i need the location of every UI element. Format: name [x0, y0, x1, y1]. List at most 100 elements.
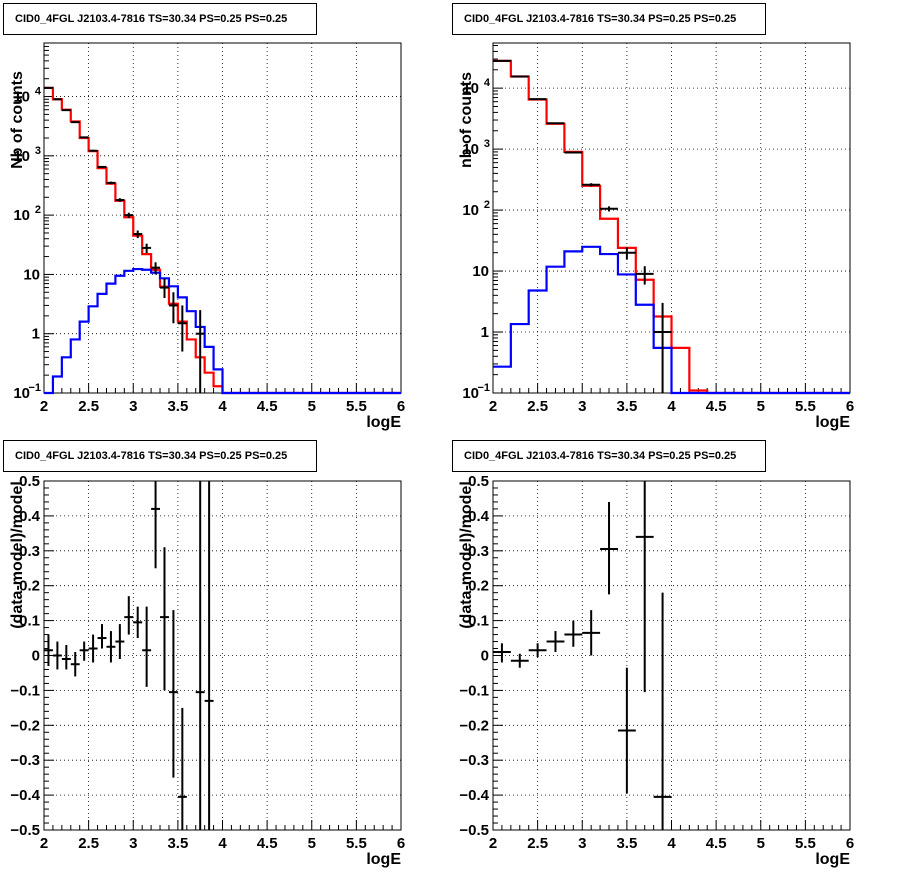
x-tick-label: 2.5 — [527, 835, 548, 852]
data-point — [160, 279, 169, 298]
y-axis-label: (data-model)/model — [458, 481, 475, 629]
x-tick-label: 4 — [667, 835, 676, 852]
data-point — [600, 206, 618, 211]
chart-title: CID0_4FGL J2103.4-7816 TS=30.34 PS=0.25 … — [452, 3, 766, 35]
y-tick-label-exponent: 2 — [484, 199, 490, 211]
x-tick-label: 5 — [757, 398, 765, 415]
x-axis-label: logE — [366, 851, 401, 868]
data-point — [564, 152, 582, 154]
data-point — [169, 292, 178, 323]
y-tick-label: −0.4 — [10, 787, 40, 804]
y-tick-label-exponent: −1 — [477, 382, 490, 394]
x-tick-label: 6 — [397, 398, 405, 415]
x-tick-label: 2.5 — [78, 835, 99, 852]
x-tick-label: 2 — [40, 398, 48, 415]
data-point — [89, 150, 98, 152]
y-tick-label: 10 — [472, 263, 489, 280]
x-tick-label: 2.5 — [78, 398, 99, 415]
data-point — [178, 708, 187, 830]
data-point — [529, 99, 547, 100]
data-point — [178, 305, 187, 351]
y-tick-label: 1 — [32, 326, 40, 343]
y-axis-label: nb of counts — [458, 72, 475, 168]
y-tick-label: −0.3 — [459, 752, 489, 769]
model-step-line — [493, 61, 850, 393]
data-point — [564, 621, 582, 647]
data-point — [600, 502, 618, 594]
x-tick-label: 4.5 — [706, 398, 727, 415]
pad-residuals-right: CID0_4FGL J2103.4-7816 TS=30.34 PS=0.25 … — [449, 437, 898, 875]
data-point — [133, 607, 142, 638]
y-tick-label-exponent: 2 — [35, 204, 41, 216]
y-tick-label: −0.2 — [10, 717, 40, 734]
data-point — [654, 593, 672, 830]
data-point — [124, 596, 133, 634]
x-tick-label: 3.5 — [616, 835, 637, 852]
pad-residuals-left: CID0_4FGL J2103.4-7816 TS=30.34 PS=0.25 … — [0, 437, 449, 875]
data-point — [169, 610, 178, 778]
data-point — [62, 110, 71, 111]
data-point — [80, 642, 89, 661]
y-tick-label-exponent: 4 — [484, 77, 491, 89]
y-tick-label: 1 — [481, 324, 489, 341]
y-axis-label: (data-model)/model — [9, 481, 26, 629]
data-point — [547, 123, 565, 124]
data-point — [547, 631, 565, 652]
pad-counts-right: CID0_4FGL J2103.4-7816 TS=30.34 PS=0.25 … — [449, 0, 898, 437]
x-tick-label: 5 — [308, 835, 316, 852]
y-tick-label: −0.2 — [459, 717, 489, 734]
x-tick-label: 5.5 — [346, 835, 367, 852]
y-axis-ticks — [493, 46, 503, 393]
x-axis-ticks — [44, 820, 401, 830]
x-tick-label: 4.5 — [257, 398, 278, 415]
x-tick-label: 3 — [129, 398, 137, 415]
data-point — [62, 645, 71, 669]
x-tick-label: 2.5 — [527, 398, 548, 415]
data-point — [142, 607, 151, 687]
y-axis-label: Nb of counts — [9, 71, 26, 169]
y-tick-label: −0.1 — [459, 682, 489, 699]
y-tick-label: 10 — [13, 207, 30, 224]
y-tick-label: −0.5 — [10, 822, 40, 839]
data-point — [529, 643, 547, 657]
data-point — [53, 642, 62, 670]
x-tick-label: 5.5 — [346, 398, 367, 415]
y-tick-label: −0.1 — [10, 682, 40, 699]
x-tick-label: 4 — [218, 835, 227, 852]
data-point — [582, 610, 600, 655]
x-tick-label: 2 — [489, 835, 497, 852]
x-axis-ticks — [493, 820, 850, 830]
data-point — [618, 668, 636, 794]
y-tick-label: −0.3 — [10, 752, 40, 769]
data-point — [636, 266, 654, 284]
x-tick-label: 3 — [129, 835, 137, 852]
y-tick-label: 0 — [32, 648, 40, 665]
data-point — [151, 481, 160, 568]
data-point — [115, 624, 124, 659]
x-tick-label: 3 — [578, 398, 586, 415]
x-tick-label: 5.5 — [795, 398, 816, 415]
data-point — [618, 247, 636, 259]
x-tick-label: 5.5 — [795, 835, 816, 852]
x-tick-label: 3.5 — [616, 398, 637, 415]
data-point — [53, 99, 62, 100]
x-axis-label: logE — [815, 851, 850, 868]
data-point — [44, 635, 53, 666]
data-point — [80, 137, 89, 138]
y-tick-label: 10 — [462, 202, 479, 219]
x-tick-label: 3.5 — [167, 835, 188, 852]
y-tick-label: −0.4 — [459, 787, 489, 804]
x-tick-label: 5 — [308, 398, 316, 415]
data-point — [133, 231, 142, 239]
data-point — [493, 643, 511, 662]
data-point — [44, 88, 53, 89]
grid — [44, 43, 401, 393]
y-tick-label: −0.5 — [459, 822, 489, 839]
data-point — [98, 624, 107, 648]
data-point — [511, 76, 529, 77]
data-point — [142, 244, 151, 253]
data-point — [106, 631, 115, 662]
